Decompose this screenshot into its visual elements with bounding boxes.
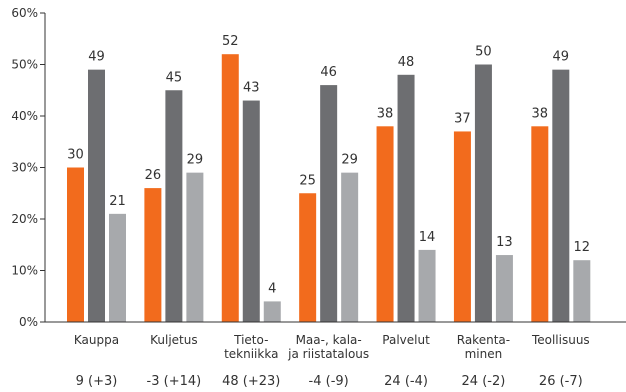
y-axis: 0% 10% 20% 30% 40% 50% 60%	[11, 6, 46, 329]
data-label: 21	[109, 194, 126, 209]
data-label: 4	[268, 281, 276, 296]
data-label: 52	[222, 34, 239, 49]
category-label: Palvelut	[382, 333, 430, 347]
category-label: tekniikka	[224, 347, 278, 361]
data-label: 14	[419, 230, 436, 245]
data-label: 29	[341, 153, 358, 168]
bar-series-3	[109, 213, 126, 322]
data-label: 48	[398, 55, 415, 70]
footer-label: 24 (-4)	[384, 374, 428, 389]
data-label: 50	[475, 45, 492, 60]
category-label: ja riistatalous	[287, 347, 369, 361]
bar-series-1	[299, 193, 317, 322]
category-label: Kuljetus	[150, 333, 198, 347]
footer-label: 24 (-2)	[462, 374, 506, 389]
category-label: Kauppa	[74, 333, 119, 347]
data-label: 26	[145, 168, 162, 183]
footer-labels: 9 (+3) -3 (+14) 48 (+23) -4 (-9) 24 (-4) 24 (…	[76, 374, 583, 389]
data-label: 30	[67, 148, 84, 163]
data-label: 25	[299, 173, 316, 188]
bar-series	[67, 54, 591, 323]
footer-label: 26 (-7)	[539, 374, 583, 389]
data-label: 29	[187, 153, 204, 168]
data-label: 43	[243, 81, 260, 96]
data-label: 38	[532, 106, 549, 121]
bar-series-2	[474, 64, 492, 322]
footer-label: 48 (+23)	[222, 374, 280, 389]
y-tick-label: 60%	[11, 6, 38, 20]
bar-series-2	[88, 69, 105, 323]
y-tick-label: 0%	[19, 315, 38, 329]
y-tick-label: 20%	[11, 212, 38, 226]
bar-series-3	[341, 172, 359, 322]
footer-label: 9 (+3)	[76, 374, 118, 389]
bar-series-2	[320, 85, 338, 322]
bar-series-1	[221, 54, 239, 322]
bar-series-2	[165, 90, 183, 322]
data-label: 38	[377, 106, 394, 121]
category-label: Maa-, kala-	[296, 333, 362, 347]
data-label: 49	[553, 50, 570, 65]
y-tick-label: 10%	[11, 264, 38, 278]
bar-series-1	[453, 131, 471, 322]
bar-series-3	[263, 301, 281, 322]
footer-label: -4 (-9)	[309, 374, 349, 389]
bar-series-3	[495, 255, 513, 322]
data-label: 37	[454, 111, 471, 126]
bar-series-3	[186, 172, 204, 322]
category-label: minen	[465, 347, 503, 361]
data-label: 46	[320, 65, 337, 80]
x-axis: Kauppa Kuljetus Tieto-tekniikka Maa-, kala-…	[45, 321, 626, 361]
bar-series-1	[376, 126, 394, 322]
bar-series-1	[144, 188, 162, 322]
bar-series-3	[418, 249, 436, 322]
data-label: 13	[496, 235, 513, 250]
data-labels: 30 49 21 26 45 29 52 43 4 25 46 29 38 48 14 37 50 13 38 49 1…	[67, 34, 590, 296]
bar-series-3	[573, 260, 591, 322]
data-label: 45	[166, 70, 183, 85]
category-label: Tieto-	[233, 333, 268, 347]
category-label: Rakenta-	[457, 333, 510, 347]
footer-label: -3 (+14)	[147, 374, 202, 389]
bar-series-1	[67, 167, 84, 322]
bar-series-2	[242, 100, 260, 322]
data-label: 12	[574, 240, 591, 255]
bar-series-2	[397, 74, 415, 322]
category-label: Teollisuus	[531, 333, 590, 347]
bar-series-1	[531, 126, 549, 322]
y-tick-label: 40%	[11, 109, 38, 123]
data-label: 49	[88, 50, 105, 65]
bar-series-2	[552, 69, 570, 323]
y-tick-label: 30%	[11, 161, 38, 175]
y-tick-label: 50%	[11, 58, 38, 72]
